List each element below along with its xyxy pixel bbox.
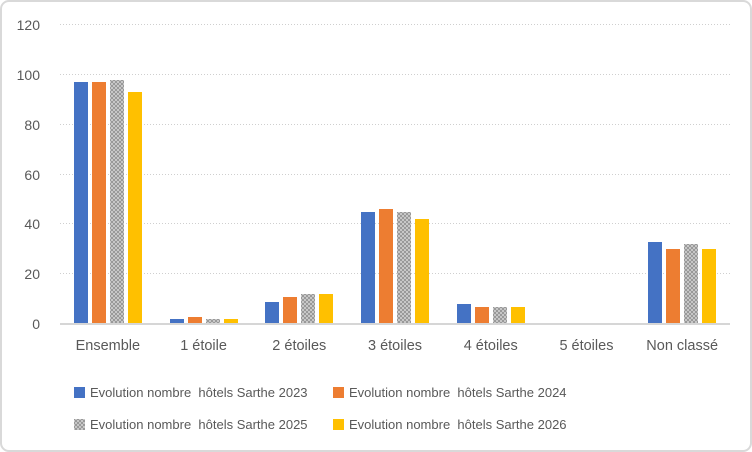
bars-row bbox=[60, 25, 730, 324]
bar-series-4-cat-7 bbox=[702, 249, 717, 324]
legend-swatch-icon bbox=[333, 418, 344, 430]
y-axis-label: 0 bbox=[32, 316, 40, 332]
y-axis-label: 100 bbox=[16, 66, 40, 83]
bar-series-2-cat-2 bbox=[187, 316, 202, 324]
legend-item-4: Evolution nombre hôtels Sarthe 2026 bbox=[333, 415, 714, 433]
bar-group-5 bbox=[443, 25, 539, 324]
bar-series-3-cat-1 bbox=[109, 79, 124, 324]
bar-series-4-cat-4 bbox=[415, 219, 430, 324]
bar-series-1-cat-4 bbox=[361, 211, 376, 324]
y-axis-label: 120 bbox=[16, 17, 40, 33]
bar-series-1-cat-2 bbox=[169, 319, 184, 324]
bar-group-6 bbox=[539, 25, 635, 324]
legend-swatch-icon bbox=[74, 386, 85, 398]
bar-group-1 bbox=[60, 25, 156, 324]
bar-series-4-cat-3 bbox=[319, 294, 334, 324]
legend-label: Evolution nombre hôtels Sarthe 2024 bbox=[349, 384, 567, 400]
x-axis-label: 2 étoiles bbox=[272, 338, 327, 354]
x-axis: Ensemble 1 étoile 2 étoiles 3 étoiles 4 étoi… bbox=[60, 338, 730, 354]
legend-item-1: Evolution nombre hôtels Sarthe 2023 bbox=[74, 383, 327, 401]
bar-series-4-cat-5 bbox=[510, 306, 525, 324]
gridline bbox=[60, 73, 730, 75]
x-axis-label: 4 étoiles bbox=[463, 338, 518, 354]
gridline bbox=[60, 173, 730, 175]
y-axis-label: 40 bbox=[24, 216, 40, 233]
x-axis-line bbox=[60, 323, 730, 325]
bar-series-1-cat-5 bbox=[456, 304, 471, 324]
bar-series-3-cat-7 bbox=[684, 244, 699, 324]
x-axis-label: Ensemble bbox=[75, 338, 141, 354]
gridline bbox=[60, 273, 730, 275]
bar-series-3-cat-4 bbox=[397, 211, 412, 324]
plot-area bbox=[60, 24, 730, 325]
bar-series-3-cat-5 bbox=[492, 306, 507, 324]
bar-series-2-cat-1 bbox=[91, 82, 106, 324]
bar-group-7 bbox=[634, 25, 730, 324]
bar-group-3 bbox=[251, 25, 347, 324]
x-axis-label: Non classé bbox=[646, 338, 719, 354]
legend-label: Evolution nombre hôtels Sarthe 2025 bbox=[90, 416, 308, 432]
bar-series-2-cat-7 bbox=[666, 249, 681, 324]
x-axis-label: 3 étoiles bbox=[368, 338, 423, 354]
bar-series-2-cat-4 bbox=[379, 209, 394, 324]
gridline bbox=[60, 24, 730, 25]
legend-item-3: Evolution nombre hôtels Sarthe 2025 bbox=[74, 415, 327, 433]
x-axis-label: 1 étoile bbox=[180, 338, 227, 354]
legend-swatch-icon bbox=[333, 386, 344, 398]
gridline bbox=[60, 223, 730, 225]
y-axis: 0 20 40 60 80 100 120 bbox=[2, 17, 50, 332]
bar-series-3-cat-2 bbox=[205, 319, 220, 324]
bar-series-2-cat-5 bbox=[474, 306, 489, 324]
bar-series-4-cat-2 bbox=[223, 319, 238, 324]
bar-series-2-cat-3 bbox=[283, 296, 298, 324]
legend-swatch-icon bbox=[74, 418, 85, 430]
bar-series-1-cat-1 bbox=[73, 82, 88, 324]
y-axis-label: 20 bbox=[24, 266, 40, 283]
y-axis-label: 60 bbox=[24, 166, 40, 183]
legend-item-2: Evolution nombre hôtels Sarthe 2024 bbox=[333, 383, 714, 401]
bar-group-4 bbox=[347, 25, 443, 324]
legend-label: Evolution nombre hôtels Sarthe 2023 bbox=[90, 384, 308, 400]
bar-series-4-cat-1 bbox=[127, 92, 142, 324]
gridline bbox=[60, 123, 730, 125]
bar-group-2 bbox=[156, 25, 252, 324]
bar-series-1-cat-3 bbox=[265, 301, 280, 324]
legend-label: Evolution nombre hôtels Sarthe 2026 bbox=[349, 416, 567, 432]
y-axis-label: 80 bbox=[24, 116, 40, 133]
x-axis-label: 5 étoiles bbox=[559, 338, 614, 354]
legend: Evolution nombre hôtels Sarthe 2023 Evolu… bbox=[74, 383, 714, 433]
bar-series-3-cat-3 bbox=[301, 294, 316, 324]
bar-series-1-cat-7 bbox=[648, 241, 663, 324]
